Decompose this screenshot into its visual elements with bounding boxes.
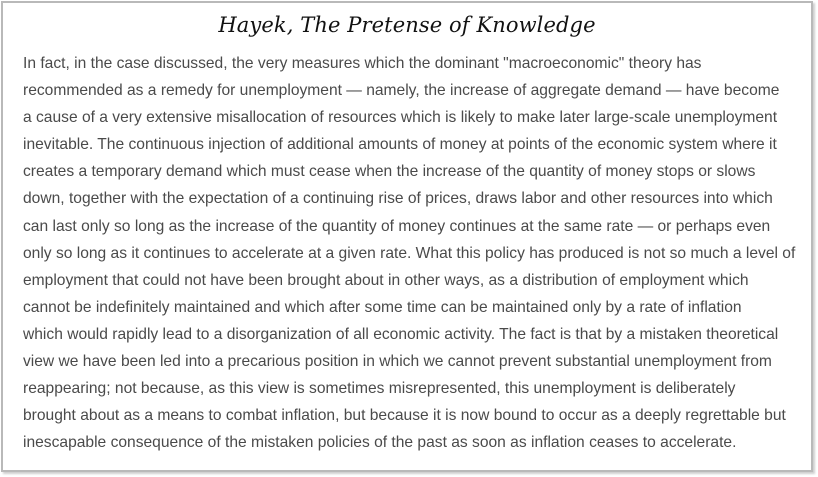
paragraph-line: view we have been led into a precarious … <box>23 353 772 371</box>
paragraph-line: down, together with the expectation of a… <box>23 190 773 208</box>
paragraph-line: can last only so long as the increase of… <box>23 217 771 235</box>
paragraph-line: employment that could not have been brou… <box>23 271 749 289</box>
quote-title: Hayek, The Pretense of Knowledge <box>218 13 596 37</box>
quote-paragraph: In fact, in the case discussed, the very… <box>23 50 803 456</box>
paragraph-line: inescapable consequence of the mistaken … <box>23 434 737 452</box>
paragraph-line: which would rapidly lead to a disorganiz… <box>23 325 779 343</box>
paragraph-line: inevitable. The continuous injection of … <box>23 136 777 154</box>
paragraph-line: reappearing; not because, as this view i… <box>23 380 736 398</box>
paragraph-line: creates a temporary demand which must ce… <box>23 163 756 181</box>
paragraph-line: only so long as it continues to accelera… <box>23 244 796 262</box>
paragraph-line: brought about as a means to combat infla… <box>23 407 786 425</box>
paragraph-line: a cause of a very extensive misallocatio… <box>23 109 778 127</box>
paragraph-line: recommended as a remedy for unemployment… <box>23 82 780 100</box>
paragraph-line: In fact, in the case discussed, the very… <box>23 55 702 72</box>
paragraph-line: cannot be indefinitely maintained and wh… <box>23 298 742 316</box>
